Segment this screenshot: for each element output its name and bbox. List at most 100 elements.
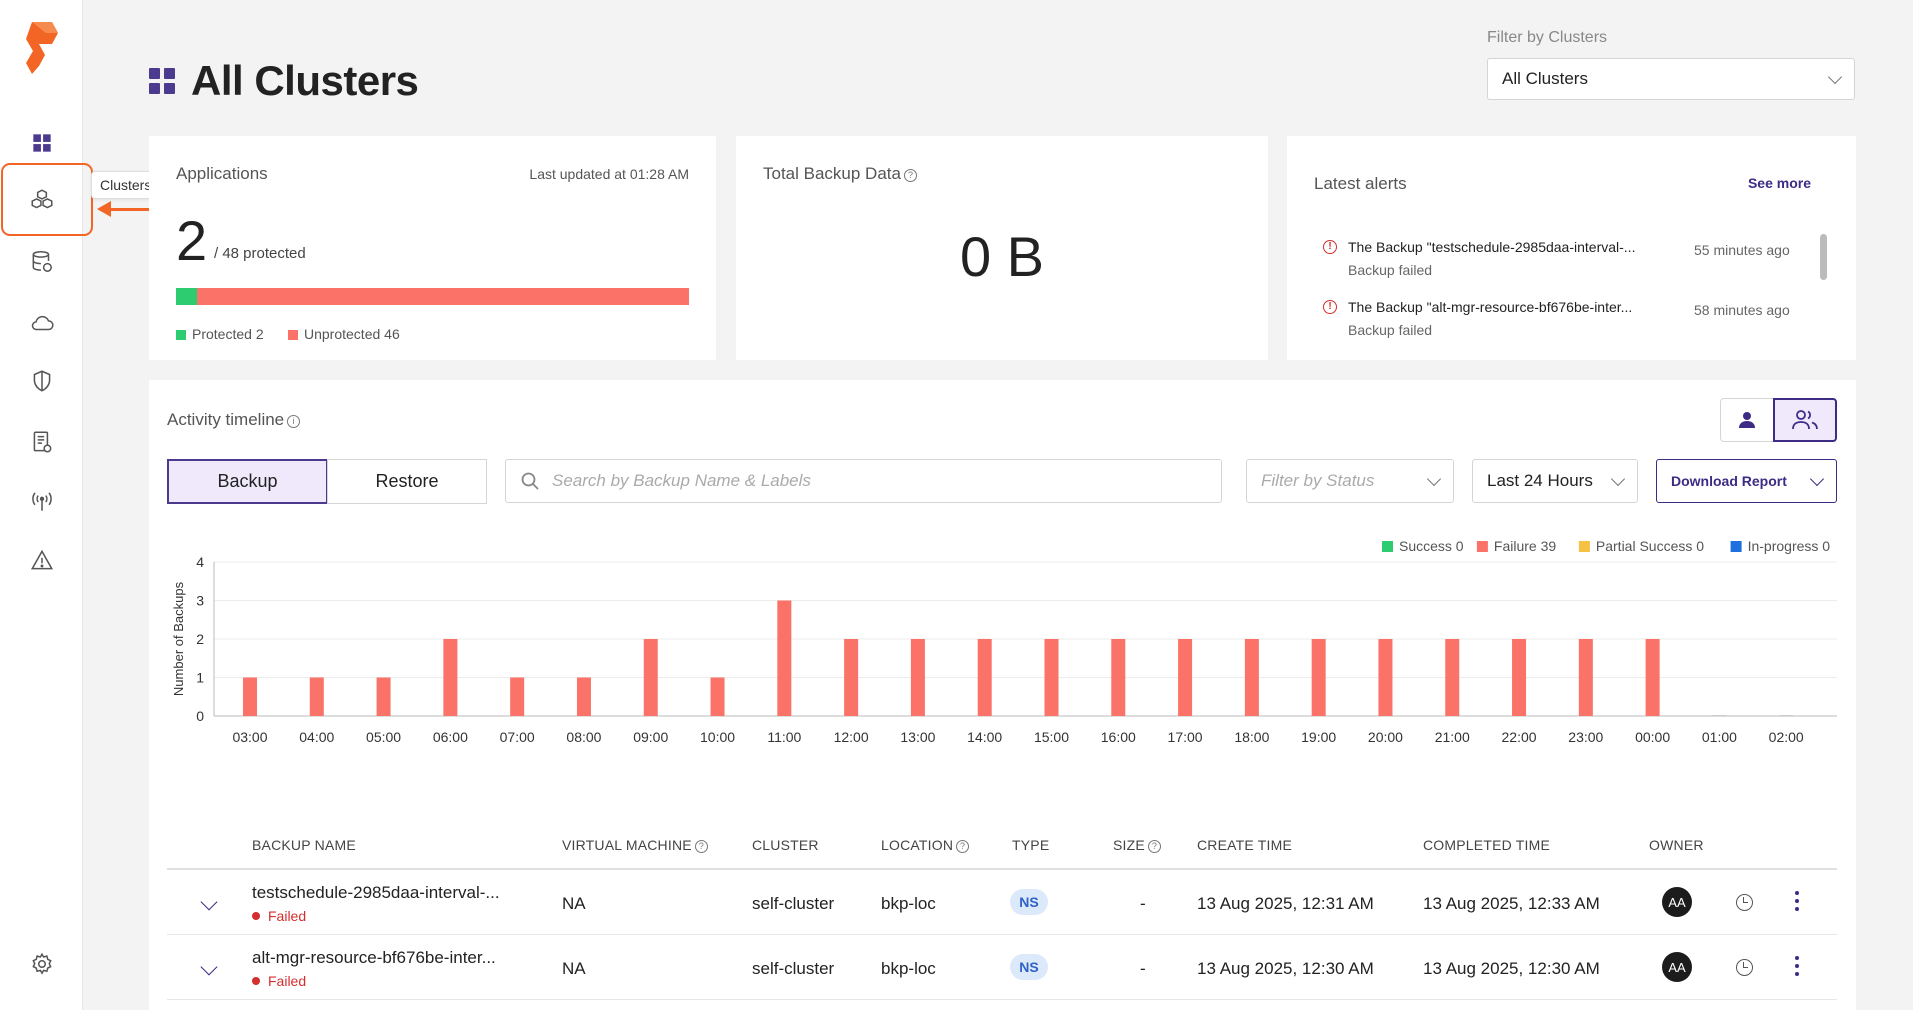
th-owner: OWNER <box>1649 837 1704 853</box>
expand-chevron-icon[interactable] <box>200 958 218 976</box>
sidebar-item-storage[interactable] <box>0 242 83 282</box>
help-icon[interactable]: ? <box>956 840 970 853</box>
chart-bar <box>243 677 257 716</box>
chart-bar <box>1178 639 1193 716</box>
legend-label: Failure 39 <box>1494 538 1556 554</box>
x-tick-label: 02:00 <box>1769 729 1804 745</box>
tab-restore[interactable]: Restore <box>327 459 487 504</box>
x-tick-label: 10:00 <box>700 729 735 745</box>
sidebar-item-cloud[interactable] <box>0 303 83 343</box>
vm-value: NA <box>562 894 586 913</box>
legend-swatch <box>1382 541 1393 552</box>
expand-chevron-icon[interactable] <box>200 893 218 911</box>
legend-swatch <box>1730 541 1742 552</box>
chart-bar <box>1445 639 1460 716</box>
x-tick-label: 03:00 <box>232 729 267 745</box>
see-more-link[interactable]: See more <box>1747 175 1811 191</box>
chart-bar <box>1578 639 1593 716</box>
th-size: SIZE? <box>1113 837 1161 853</box>
vm-value: NA <box>562 959 586 978</box>
clock-icon[interactable] <box>1736 894 1753 911</box>
x-tick-label: 08:00 <box>566 729 601 745</box>
alert-item[interactable]: ! The Backup "testschedule-2985daa-interv… <box>1323 239 1790 286</box>
sidebar-item-alerts[interactable] <box>0 540 83 580</box>
table-header-divider <box>167 868 1837 870</box>
chart-bar <box>1311 639 1326 716</box>
sidebar-item-settings[interactable] <box>0 944 83 984</box>
kebab-menu-icon[interactable] <box>1795 891 1799 911</box>
chart-bar <box>1111 639 1126 716</box>
x-tick-label: 06:00 <box>433 729 468 745</box>
size-value: - <box>1140 894 1146 913</box>
avatar: AA <box>1662 887 1692 917</box>
callout-arrow-icon <box>97 201 111 217</box>
th-completed-time: COMPLETED TIME <box>1423 837 1551 853</box>
clock-icon[interactable] <box>1736 959 1753 976</box>
legend-label: Partial Success 0 <box>1596 538 1704 554</box>
chart-bar <box>777 600 792 716</box>
type-badge: NS <box>1010 889 1048 915</box>
applications-title: Applications <box>176 164 268 183</box>
time-range-select[interactable]: Last 24 Hours <box>1472 459 1638 503</box>
antenna-icon <box>31 492 52 511</box>
alert-status: Backup failed <box>1348 322 1433 338</box>
tab-backup[interactable]: Backup <box>167 459 328 504</box>
cluster-value: self-cluster <box>752 959 835 978</box>
create-time: 13 Aug 2025, 12:30 AM <box>1197 959 1374 978</box>
my-activity-toggle[interactable] <box>1720 398 1774 442</box>
completed-time: 13 Aug 2025, 12:33 AM <box>1423 894 1600 913</box>
error-icon: ! <box>1323 240 1337 254</box>
report-icon <box>33 431 51 453</box>
y-tick-label: 4 <box>196 554 204 570</box>
activity-title: Activity timeline i <box>167 410 301 430</box>
all-users-toggle[interactable] <box>1773 398 1837 442</box>
chevron-down-icon <box>1610 471 1626 486</box>
kebab-menu-icon[interactable] <box>1795 956 1799 976</box>
backup-name[interactable]: testschedule-2985daa-interval-... <box>252 883 500 902</box>
backup-data-title: Total Backup Data? <box>763 164 917 184</box>
alerts-title: Latest alerts <box>1314 174 1407 193</box>
cluster-filter-select[interactable]: All Clusters <box>1487 58 1855 100</box>
sidebar-item-reports[interactable] <box>0 422 83 462</box>
chevron-down-icon <box>1426 471 1442 486</box>
location-value: bkp-loc <box>881 959 936 978</box>
clusters-tooltip: Clusters <box>91 171 161 199</box>
shield-icon <box>33 370 50 392</box>
status-filter-select[interactable]: Filter by Status <box>1246 459 1454 503</box>
avatar: AA <box>1662 952 1692 982</box>
table-row[interactable]: testschedule-2985daa-interval-... Failed N… <box>167 870 1837 935</box>
chart-bar <box>910 639 925 716</box>
status-failed: Failed <box>252 973 306 989</box>
info-icon[interactable]: i <box>287 415 301 428</box>
protection-bar <box>176 288 689 305</box>
legend-swatch <box>1578 541 1590 552</box>
help-icon[interactable]: ? <box>1147 840 1161 853</box>
legend-swatch-unprotected <box>288 330 298 341</box>
table-row[interactable]: alt-mgr-resource-bf676be-inter... Failed N… <box>167 935 1837 1000</box>
alert-icon <box>30 549 53 570</box>
chart-bar <box>1244 639 1259 716</box>
grid-icon <box>149 68 175 94</box>
alert-time: 58 minutes ago <box>1694 302 1790 318</box>
sidebar-item-network[interactable] <box>0 481 83 521</box>
help-icon[interactable]: ? <box>694 840 708 853</box>
search-input[interactable]: Search by Backup Name & Labels <box>505 459 1222 503</box>
sidebar <box>0 0 83 1010</box>
alert-item[interactable]: ! The Backup "alt-mgr-resource-bf676be-in… <box>1323 299 1790 346</box>
status-failed: Failed <box>252 908 306 924</box>
alerts-scrollbar[interactable] <box>1820 234 1827 280</box>
database-icon <box>32 250 52 272</box>
sidebar-item-dashboard[interactable] <box>0 123 83 163</box>
size-value: - <box>1140 959 1146 978</box>
sidebar-item-clusters[interactable] <box>0 180 83 220</box>
chart-bar <box>510 677 525 716</box>
x-tick-label: 19:00 <box>1301 729 1336 745</box>
th-backup-name: BACKUP NAME <box>252 837 356 853</box>
x-tick-label: 14:00 <box>967 729 1002 745</box>
users-icon <box>1792 410 1818 430</box>
help-icon[interactable]: ? <box>903 169 917 182</box>
download-report-button[interactable]: Download Report <box>1656 459 1837 503</box>
backup-name[interactable]: alt-mgr-resource-bf676be-inter... <box>252 948 496 967</box>
protected-total: / 48 protected <box>214 245 306 262</box>
sidebar-item-security[interactable] <box>0 361 83 401</box>
